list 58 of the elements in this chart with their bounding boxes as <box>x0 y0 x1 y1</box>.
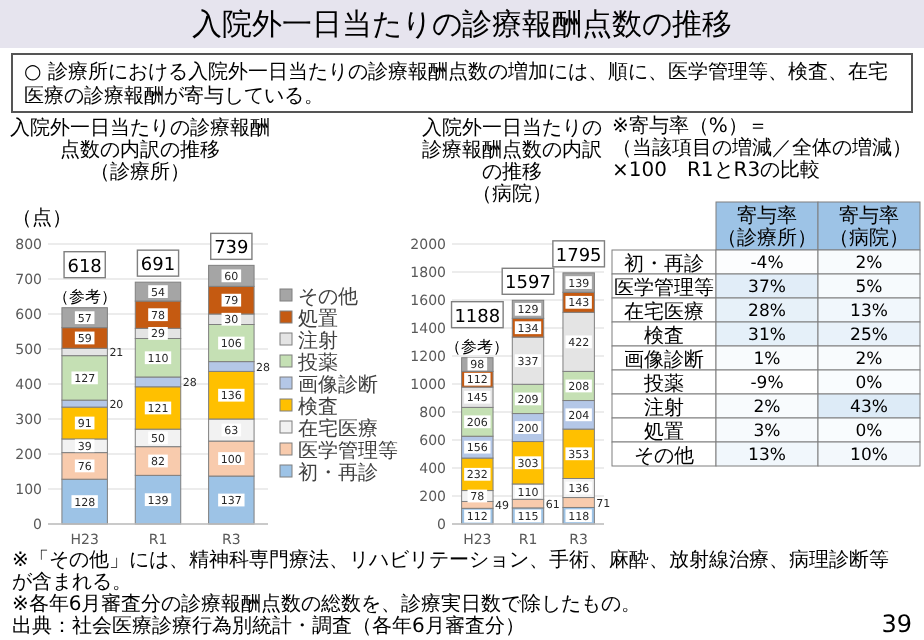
data-label: 25% <box>850 326 888 346</box>
text: ※各年6月審査分の診療報酬点数の総数を、診療実日数で除したもの。 <box>12 592 642 616</box>
legend-label: その他 <box>298 285 358 309</box>
source-note: 出典：社会医療診療行為別統計・調査（各年6月審査分） <box>12 614 525 638</box>
y-tick-label: 画像診断 <box>624 348 704 372</box>
data-label: 1% <box>753 350 781 370</box>
legend-label: 検査 <box>298 395 338 419</box>
x-tick-label: 寄与率（病院） <box>829 204 909 250</box>
data-label: 10% <box>850 446 888 466</box>
total-label: 1795 <box>555 246 602 267</box>
y-tick-label: 初・再診 <box>624 252 704 276</box>
data-label: 3% <box>753 422 781 442</box>
total-label: 1597 <box>505 274 551 295</box>
text: ※「その他」には、精神科専門療法、リハビリテーション、手術、麻酔、放射線治療、病理診断等が含まれる。 <box>12 548 889 594</box>
y-tick-label: 注射 <box>644 396 684 420</box>
legend-label: 画像診断 <box>298 373 378 397</box>
y-tick-label: 検査 <box>644 324 684 348</box>
y-axis-title: （点） <box>12 206 72 230</box>
text: 入院外一日当たりの診療報酬点数の推移 <box>192 6 732 42</box>
text: 39 <box>881 610 912 638</box>
chart-subtitle: （診療所） <box>90 160 190 184</box>
y-tick-label: 投薬 <box>642 372 684 396</box>
text: ○ 診療所における入院外一日当たりの診療報酬点数の増加には、順に、医学管理等、検査、在宅医療の診療報酬が寄与している。 <box>24 60 888 108</box>
annotation: （参考） <box>52 287 117 306</box>
legend-label: 投薬 <box>296 351 338 375</box>
data-label: 0% <box>855 422 883 442</box>
data-label: 2% <box>753 398 781 418</box>
data-label: 13% <box>850 302 888 322</box>
total-label: 1188 <box>454 307 501 328</box>
legend-label: 処置 <box>298 307 338 331</box>
data-label: -4% <box>750 254 784 274</box>
data-label: 2% <box>855 254 883 274</box>
data-label: 2% <box>855 350 883 370</box>
data-label: 13% <box>748 446 786 466</box>
y-tick-label: 処置 <box>644 420 684 444</box>
data-label: 37% <box>748 278 786 298</box>
legend-label: 在宅医療 <box>298 417 378 441</box>
y-tick-label: 在宅医療 <box>624 300 704 324</box>
data-label: 43% <box>850 398 888 418</box>
total-label: 739 <box>214 239 250 260</box>
total-label: 691 <box>140 256 176 277</box>
data-label: 0% <box>855 374 883 394</box>
x-tick-label: 寄与率（診療所） <box>717 204 817 250</box>
y-tick-label: その他 <box>634 444 694 468</box>
total-label: 618 <box>67 257 103 278</box>
legend-label: 医学管理等 <box>298 439 398 463</box>
annotation: （参考） <box>445 337 510 356</box>
chart-title: ※寄与率（%）＝（当該項目の増減／全体の増減）×100 R1とR3の比較 <box>612 114 912 182</box>
chart-subtitle: （病院） <box>472 182 552 206</box>
data-label: 31% <box>748 326 786 346</box>
legend-label: 注射 <box>298 329 338 353</box>
chart-title: 入院外一日当たりの診療報酬点数の内訳の推移 <box>10 116 270 162</box>
data-label: 5% <box>855 278 883 298</box>
data-label: 28% <box>748 302 786 322</box>
y-tick-label: 医学管理等 <box>614 276 714 300</box>
legend-label: 初・再診 <box>298 461 378 485</box>
data-label: -9% <box>750 374 784 394</box>
chart-title: 入院外一日当たりの診療報酬点数の内訳の推移 <box>422 116 602 184</box>
